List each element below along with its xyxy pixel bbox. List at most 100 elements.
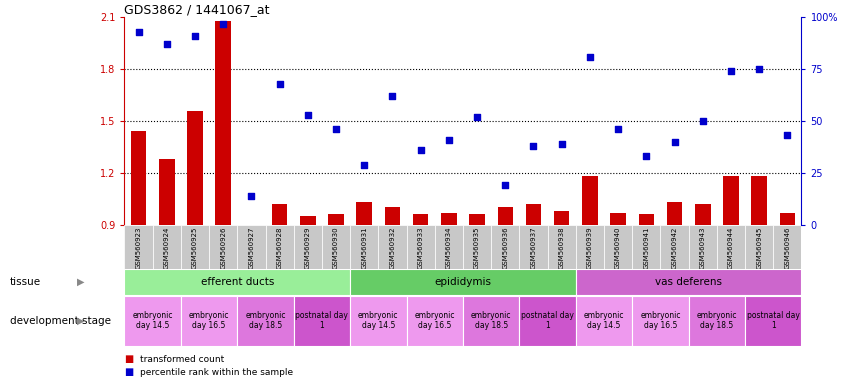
Bar <box>406 225 435 269</box>
Text: embryonic
day 18.5: embryonic day 18.5 <box>696 311 737 330</box>
Bar <box>780 213 795 225</box>
Point <box>272 81 286 87</box>
Text: GSM560943: GSM560943 <box>700 227 706 269</box>
Bar <box>188 111 203 225</box>
Point <box>357 161 371 167</box>
Text: GSM560925: GSM560925 <box>192 227 198 269</box>
Point <box>611 126 625 132</box>
Point <box>216 20 230 26</box>
Text: embryonic
day 14.5: embryonic day 14.5 <box>358 311 399 330</box>
Bar <box>181 296 237 346</box>
Bar <box>215 21 231 225</box>
Bar <box>294 296 350 346</box>
Text: transformed count: transformed count <box>140 354 224 364</box>
Point <box>132 29 145 35</box>
Bar <box>751 176 767 225</box>
Point <box>188 33 202 39</box>
Text: embryonic
day 18.5: embryonic day 18.5 <box>471 311 511 330</box>
Text: GSM560942: GSM560942 <box>671 227 678 269</box>
Bar <box>491 225 520 269</box>
Bar <box>638 214 654 225</box>
Text: epididymis: epididymis <box>435 277 491 287</box>
Bar <box>547 225 576 269</box>
Bar <box>244 225 259 228</box>
Bar <box>442 213 457 225</box>
Text: embryonic
day 16.5: embryonic day 16.5 <box>415 311 455 330</box>
Text: GSM560935: GSM560935 <box>474 227 480 269</box>
Point <box>753 66 766 72</box>
Bar <box>124 296 181 346</box>
Text: vas deferens: vas deferens <box>655 277 722 287</box>
Bar <box>124 269 350 295</box>
Text: GSM560923: GSM560923 <box>135 227 141 269</box>
Bar <box>328 214 344 225</box>
Bar <box>526 204 542 225</box>
Bar <box>300 216 315 225</box>
Bar <box>159 159 175 225</box>
Bar <box>576 269 801 295</box>
Bar <box>322 225 350 269</box>
Text: GSM560936: GSM560936 <box>502 227 508 270</box>
Text: ■: ■ <box>124 367 134 377</box>
Bar <box>773 225 801 269</box>
Text: GSM560929: GSM560929 <box>304 227 311 269</box>
Text: postnatal day
1: postnatal day 1 <box>295 311 348 330</box>
Text: GSM560941: GSM560941 <box>643 227 649 269</box>
Point <box>583 54 596 60</box>
Bar <box>413 214 428 225</box>
Bar <box>350 269 576 295</box>
Text: GDS3862 / 1441067_at: GDS3862 / 1441067_at <box>124 3 270 16</box>
Text: GSM560932: GSM560932 <box>389 227 395 269</box>
Bar <box>209 225 237 269</box>
Text: GSM560937: GSM560937 <box>531 227 537 270</box>
Bar <box>689 296 745 346</box>
Bar <box>582 176 598 225</box>
Text: GSM560930: GSM560930 <box>333 227 339 270</box>
Point <box>780 132 794 139</box>
Bar <box>632 296 689 346</box>
Text: embryonic
day 14.5: embryonic day 14.5 <box>584 311 624 330</box>
Point <box>668 139 681 145</box>
Bar <box>660 225 689 269</box>
Text: GSM560934: GSM560934 <box>446 227 452 269</box>
Bar <box>723 176 738 225</box>
Bar <box>554 211 569 225</box>
Bar <box>181 225 209 269</box>
Bar <box>153 225 181 269</box>
Point <box>499 182 512 188</box>
Text: GSM560944: GSM560944 <box>728 227 734 269</box>
Text: GSM560924: GSM560924 <box>164 227 170 269</box>
Bar <box>237 296 294 346</box>
Bar <box>632 225 660 269</box>
Bar <box>384 207 400 225</box>
Text: GSM560927: GSM560927 <box>248 227 255 269</box>
Text: GSM560926: GSM560926 <box>220 227 226 269</box>
Text: efferent ducts: efferent ducts <box>201 277 274 287</box>
Bar <box>576 225 604 269</box>
Text: embryonic
day 14.5: embryonic day 14.5 <box>132 311 173 330</box>
Bar <box>463 296 520 346</box>
Text: embryonic
day 16.5: embryonic day 16.5 <box>189 311 230 330</box>
Text: GSM560940: GSM560940 <box>615 227 621 269</box>
Text: GSM560931: GSM560931 <box>362 227 368 270</box>
Text: ■: ■ <box>124 354 134 364</box>
Text: GSM560933: GSM560933 <box>418 227 424 270</box>
Point <box>245 192 258 199</box>
Text: embryonic
day 18.5: embryonic day 18.5 <box>246 311 286 330</box>
Bar <box>272 204 288 225</box>
Bar <box>435 225 463 269</box>
Text: postnatal day
1: postnatal day 1 <box>747 311 800 330</box>
Text: development stage: development stage <box>10 316 111 326</box>
Bar <box>745 225 773 269</box>
Bar <box>611 213 626 225</box>
Point <box>301 112 315 118</box>
Point <box>386 93 399 99</box>
Point <box>330 126 343 132</box>
Point <box>526 143 540 149</box>
Bar <box>667 202 682 225</box>
Point <box>640 153 653 159</box>
Bar <box>294 225 322 269</box>
Bar <box>124 225 153 269</box>
Bar <box>745 296 801 346</box>
Bar <box>350 296 406 346</box>
